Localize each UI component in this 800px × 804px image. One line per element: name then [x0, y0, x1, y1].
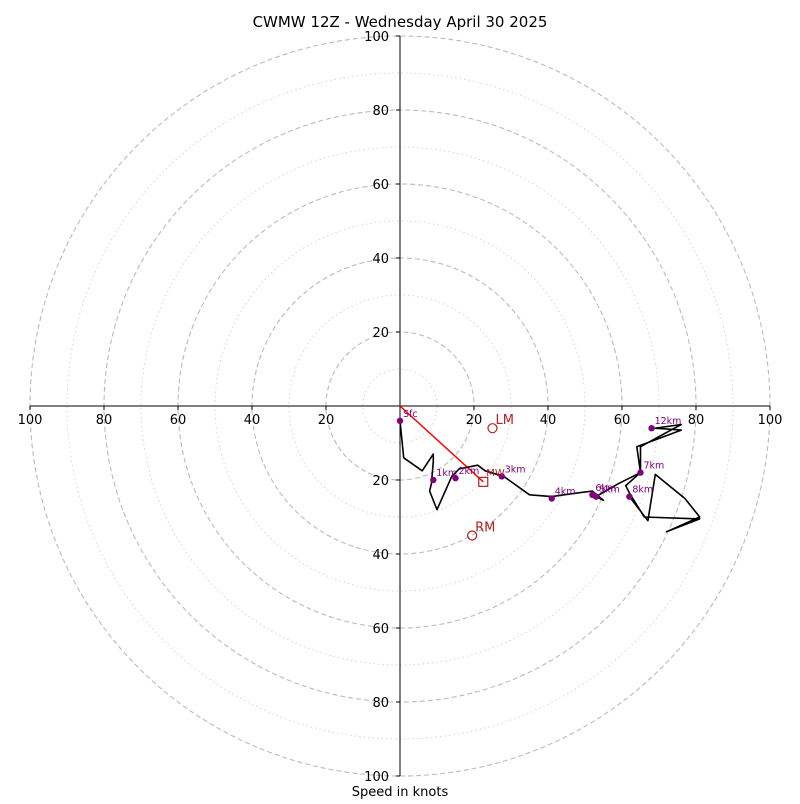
shear-vector-line	[399, 405, 484, 483]
height-marker-label: 2km	[459, 466, 480, 477]
height-marker-label: 7km	[644, 461, 665, 472]
x-tick-label: 40	[540, 413, 557, 428]
axis-ticks: 100 80 60 40 20 20 40 60 80 100 100 80 60 40 20 20 40 60 8…	[18, 30, 783, 785]
y-tick-label: 100	[364, 770, 389, 785]
y-tick-label: 20	[372, 326, 389, 341]
height-marker-label: 4km	[555, 487, 576, 498]
mean-wind-label: MW	[486, 468, 505, 479]
height-marker-point	[548, 495, 555, 502]
right-mover-marker	[467, 530, 478, 541]
x-tick-label: 100	[18, 413, 43, 428]
y-tick-label: 40	[372, 252, 389, 267]
x-tick-label: 20	[318, 413, 335, 428]
left-mover-marker	[487, 423, 498, 434]
x-tick-label: 60	[170, 413, 187, 428]
y-tick-label: 60	[372, 622, 389, 637]
height-marker-point	[396, 417, 404, 424]
height-marker-point	[430, 476, 437, 484]
y-tick-label: 40	[372, 548, 389, 563]
x-tick-label: 80	[96, 413, 113, 428]
x-axis-label: Speed in knots	[352, 785, 449, 800]
shear-vector-layer	[399, 405, 484, 483]
x-tick-label: 40	[244, 413, 261, 428]
height-marker-point	[589, 491, 596, 498]
height-marker-point	[498, 473, 505, 480]
height-marker-point	[452, 474, 459, 482]
height-marker-label: Sfc	[403, 409, 418, 420]
height-marker-label: 1km	[436, 468, 457, 479]
height-marker-label: 3km	[505, 464, 526, 475]
y-tick-label: 80	[372, 104, 389, 119]
storm-motion-markers: LM RM MW	[467, 413, 514, 541]
height-marker-point	[637, 469, 644, 476]
x-tick-label: 100	[758, 413, 783, 428]
right-mover-label: RM	[475, 521, 495, 536]
x-tick-label: 20	[466, 413, 483, 428]
height-marker-label: 12km	[655, 416, 682, 427]
left-mover-label: LM	[496, 413, 514, 428]
height-marker-label: 8km	[632, 485, 653, 496]
chart-title: CWMW 12Z - Wednesday April 30 2025	[253, 13, 548, 31]
height-marker-label: 5km	[599, 485, 620, 496]
y-tick-label: 100	[364, 30, 389, 45]
mean-wind-marker	[478, 476, 489, 487]
y-tick-label: 60	[372, 178, 389, 193]
y-tick-label: 20	[372, 474, 389, 489]
x-tick-label: 60	[614, 413, 631, 428]
height-marker-label: 6km	[595, 483, 616, 494]
height-marker-point	[626, 493, 633, 500]
y-tick-label: 80	[372, 696, 389, 711]
height-marker-point	[648, 425, 655, 432]
x-tick-label: 80	[688, 413, 705, 428]
